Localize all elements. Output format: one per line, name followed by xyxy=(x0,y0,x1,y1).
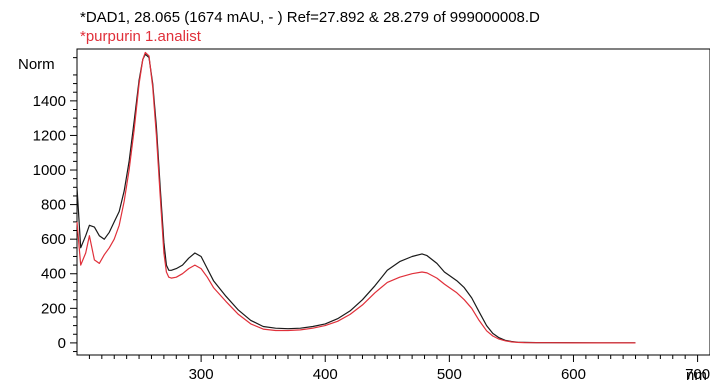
y-tick-label: 800 xyxy=(41,197,66,214)
y-axis-ticks: 0 200 400 600 800 1000 1200 1400 xyxy=(33,57,77,353)
series-line-dad1 xyxy=(76,53,636,344)
series-line-purpurin xyxy=(76,51,636,344)
y-axis-label: Norm xyxy=(18,56,55,73)
y-tick-label: 1200 xyxy=(33,127,66,144)
x-tick-label: 300 xyxy=(189,366,214,383)
y-tick-label: 600 xyxy=(41,231,66,248)
series-group xyxy=(76,51,636,344)
x-tick-label: 700 xyxy=(685,366,710,383)
x-tick-label: 600 xyxy=(561,366,586,383)
x-tick-label: 500 xyxy=(437,366,462,383)
y-tick-label: 0 xyxy=(58,335,66,352)
y-tick-label: 1000 xyxy=(33,162,66,179)
y-tick-label: 400 xyxy=(41,266,66,283)
y-tick-label: 1400 xyxy=(33,93,66,110)
x-axis-ticks: 300 400 500 600 700 xyxy=(88,355,710,383)
x-tick-label: 400 xyxy=(313,366,338,383)
legend-entry-dad1: *DAD1, 28.065 (1674 mAU, - ) Ref=27.892 … xyxy=(80,9,540,26)
y-tick-label: 200 xyxy=(41,300,66,317)
x-axis-label: nm xyxy=(686,367,707,384)
legend-entry-purpurin: *purpurin 1.analist xyxy=(80,28,201,45)
plot-frame xyxy=(76,48,710,356)
